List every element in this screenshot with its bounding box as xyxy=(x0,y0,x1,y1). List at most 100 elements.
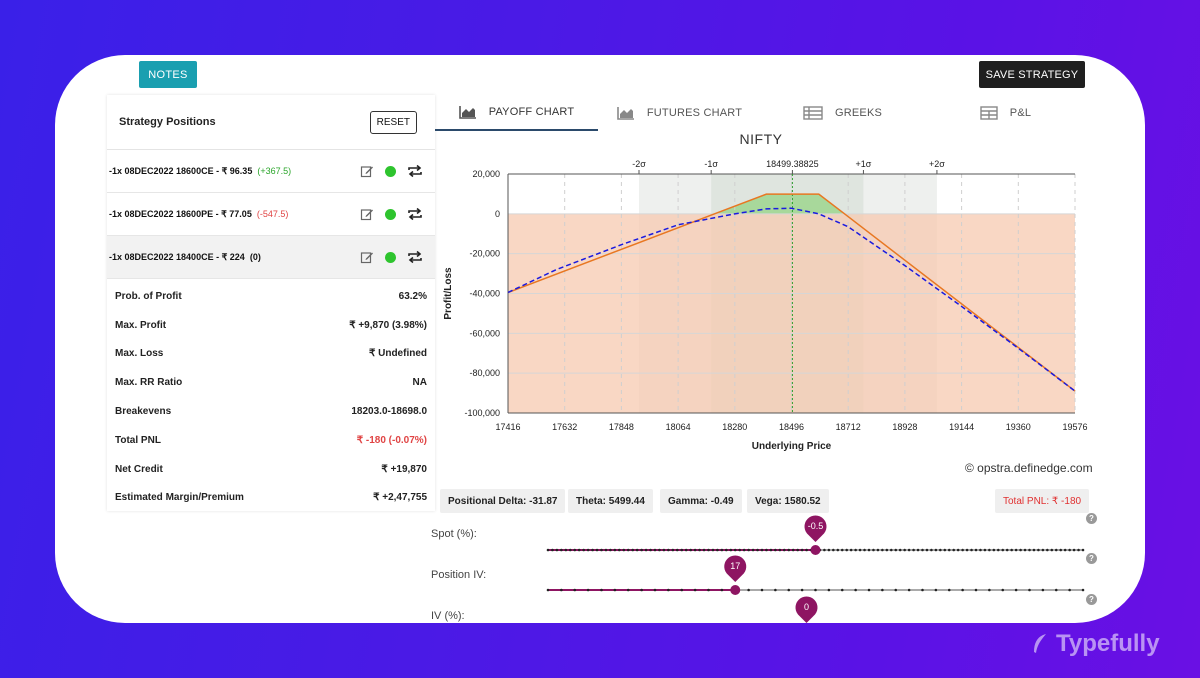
position-iv-slider-handle[interactable] xyxy=(730,585,741,595)
spot-slider-tick xyxy=(827,548,831,552)
tab-pnl[interactable]: P&L xyxy=(924,95,1087,131)
spot-slider-tick xyxy=(979,548,982,552)
position-pnl: (0) xyxy=(249,251,261,262)
position-iv-slider-tick xyxy=(626,588,630,592)
spot-slider-tick xyxy=(796,548,799,552)
spot-slider-tick xyxy=(1032,548,1036,552)
active-status-dot[interactable] xyxy=(385,208,396,220)
position-iv-slider-tick xyxy=(800,588,804,592)
spot-slider-tick xyxy=(644,548,648,552)
spot-slider-tick xyxy=(604,548,608,552)
spot-slider-tick xyxy=(662,548,666,552)
tab-greeks[interactable]: GREEKS xyxy=(761,95,924,131)
spot-slider-tick xyxy=(858,548,862,552)
spot-slider-tick xyxy=(1054,548,1058,552)
position-iv-slider-tick xyxy=(707,588,710,592)
spot-slider-handle[interactable] xyxy=(810,545,821,555)
spot-slider-tick xyxy=(1063,548,1067,552)
reset-button[interactable]: RESET xyxy=(369,110,417,134)
spot-slider-tick xyxy=(952,548,956,552)
spot-slider-tick xyxy=(586,548,590,552)
position-iv-slider-tick xyxy=(840,588,844,592)
spot-slider-tick xyxy=(970,548,973,552)
active-status-dot[interactable] xyxy=(385,251,396,263)
y-tick-label: -100,000 xyxy=(464,408,500,418)
x-tick-label: 19360 xyxy=(1006,422,1031,432)
position-iv-slider-tick xyxy=(814,588,817,592)
position-iv-slider-tick xyxy=(881,588,884,592)
x-axis-label: Underlying Price xyxy=(752,441,832,452)
spot-slider-tick xyxy=(939,548,942,552)
position-iv-slider-tick xyxy=(546,588,550,592)
credit-text: © opstra.definedge.com xyxy=(965,461,1093,475)
spot-slider-tick xyxy=(1081,548,1085,552)
edit-icon[interactable] xyxy=(360,250,374,264)
spot-slider-tick xyxy=(675,548,679,552)
position-iv-slider-tick xyxy=(961,588,964,592)
swap-icon[interactable] xyxy=(407,164,423,178)
strategy-positions-panel: Strategy Positions RESET -1x 08DEC2022 1… xyxy=(107,95,435,511)
spot-slider-tick xyxy=(640,548,643,552)
spot-slider-tick xyxy=(983,548,987,552)
panel-header: Strategy Positions RESET xyxy=(107,95,435,150)
swap-icon[interactable] xyxy=(407,250,423,264)
spot-slider-tick xyxy=(1014,548,1018,552)
position-iv-slider-tick xyxy=(680,588,684,592)
grid-icon xyxy=(980,106,998,120)
edit-icon[interactable] xyxy=(360,164,374,178)
spot-slider-tick xyxy=(765,548,768,552)
position-iv-slider-tick xyxy=(774,588,777,592)
spot-slider-tick xyxy=(956,548,960,552)
spot-slider-tick xyxy=(832,548,835,552)
help-icon[interactable]: ? xyxy=(1086,553,1097,564)
payoff-chart: 20,000 0 -20,000 -40,000 -60,000 -80,000 -100,… xyxy=(443,159,1088,452)
x-tick-label: 17416 xyxy=(495,422,520,432)
save-strategy-button[interactable]: SAVE STRATEGY xyxy=(979,61,1085,88)
active-status-dot[interactable] xyxy=(385,165,396,177)
spot-slider-tick xyxy=(925,548,929,552)
position-pnl: (+367.5) xyxy=(257,165,292,176)
iv-slider-value: 0 xyxy=(804,602,809,612)
spot-slider-tick xyxy=(725,548,728,552)
spot-slider-tick xyxy=(965,548,969,552)
help-icon[interactable]: ? xyxy=(1086,513,1097,524)
position-iv-slider-tick xyxy=(720,588,724,592)
sigma-tick-label: -2σ xyxy=(632,159,646,169)
spot-slider-tick xyxy=(577,548,581,552)
chart-tabs: PAYOFF CHART FUTURES CHART GREEKS P&L xyxy=(435,95,1087,131)
spot-slider-tick xyxy=(698,548,701,552)
spot-slider-tick xyxy=(671,548,675,552)
stat-row: Total PNL ₹ -180 (-0.07%) xyxy=(115,434,427,446)
notes-button[interactable]: NOTES xyxy=(139,61,197,88)
x-tick-label: 17632 xyxy=(552,422,577,432)
sigma-tick-label: 18499.38825 xyxy=(766,159,819,169)
spot-slider-value-bubble xyxy=(804,515,827,542)
spot-slider-tick xyxy=(907,548,911,552)
position-iv-slider-tick xyxy=(907,588,911,592)
spot-slider-tick xyxy=(684,548,688,552)
spot-slider-tick xyxy=(551,548,554,552)
spot-slider-tick xyxy=(747,548,750,552)
spot-slider-tick xyxy=(845,548,849,552)
help-icon[interactable]: ? xyxy=(1086,594,1097,605)
spot-slider-tick xyxy=(1019,548,1022,552)
tab-futures-chart[interactable]: FUTURES CHART xyxy=(598,95,761,131)
spot-slider-tick xyxy=(782,548,786,552)
spot-slider-tick xyxy=(1068,548,1071,552)
position-iv-slider-tick xyxy=(640,588,643,592)
spot-slider-tick xyxy=(568,548,572,552)
spot-slider-tick xyxy=(1028,548,1031,552)
spot-slider-tick xyxy=(658,548,661,552)
stat-row: Breakevens 18203.0-18698.0 xyxy=(115,406,427,418)
position-iv-slider-tick xyxy=(1028,588,1031,592)
swap-icon[interactable] xyxy=(407,207,423,221)
edit-icon[interactable] xyxy=(360,207,374,221)
spot-slider-tick xyxy=(769,548,773,552)
spot-slider-label: Spot (%): xyxy=(431,528,477,540)
spot-slider-tick xyxy=(564,548,568,552)
stat-row: Max. Profit ₹ +9,870 (3.98%) xyxy=(115,319,427,331)
position-iv-slider-tick xyxy=(693,588,697,592)
spot-slider-tick xyxy=(582,548,585,552)
spot-slider-tick xyxy=(921,548,924,552)
tab-payoff-chart[interactable]: PAYOFF CHART xyxy=(435,95,598,131)
